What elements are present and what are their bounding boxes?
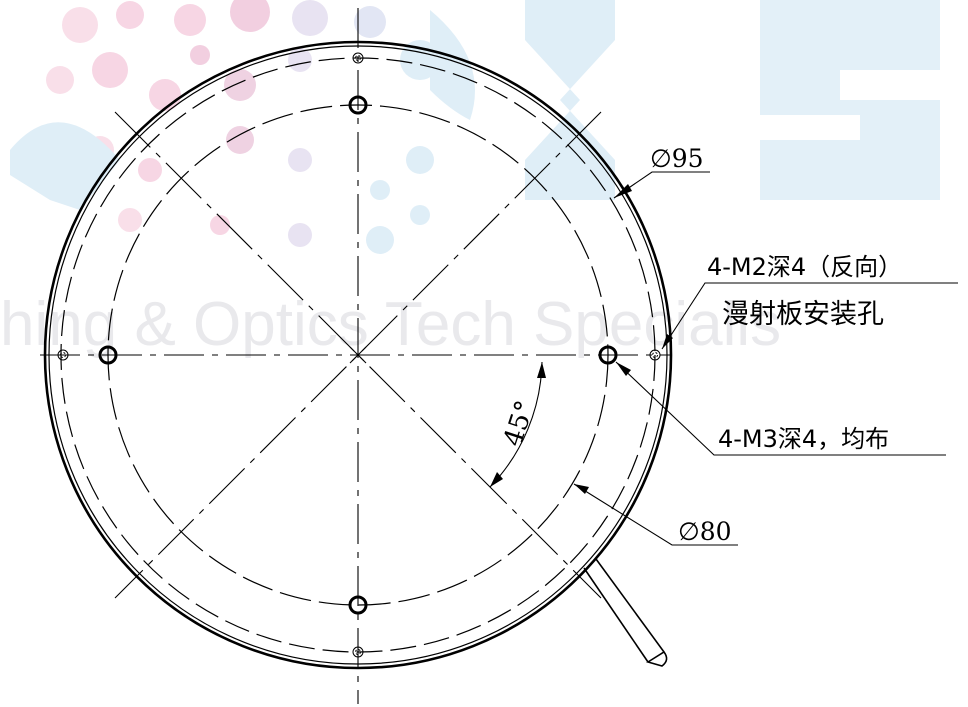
callout-m3-leader bbox=[615, 361, 946, 456]
watermark-letter-shape bbox=[525, 0, 940, 200]
dim-bolt-circle-diameter bbox=[573, 483, 738, 546]
m2-hole-right bbox=[649, 349, 661, 361]
m2-holes bbox=[57, 52, 661, 658]
m3-hole-left bbox=[98, 345, 118, 365]
callout-m2-line2: 漫射板安装孔 bbox=[722, 299, 884, 330]
m2-hole-bottom bbox=[352, 646, 364, 658]
callout-m3-line1: 4-M3深4，均布 bbox=[718, 425, 889, 453]
callout-m2-line1: 4-M2深4（反向） bbox=[707, 253, 902, 281]
m3-hole-right bbox=[598, 345, 618, 365]
dim-outer-diameter-label: ∅95 bbox=[650, 144, 704, 173]
watermark-text: hing & Optics Tech Specialis bbox=[0, 290, 781, 359]
m3-hole-bottom bbox=[348, 595, 368, 615]
centerlines bbox=[40, 8, 670, 704]
cable-stub bbox=[583, 558, 668, 667]
dim-bolt-circle-diameter-label: ∅80 bbox=[678, 517, 732, 546]
dim-angle-label: 45° bbox=[498, 397, 541, 450]
m3-hole-top bbox=[348, 95, 368, 115]
dim-outer-diameter bbox=[613, 171, 710, 199]
dimension-annotations bbox=[489, 171, 958, 546]
centerline-diagonal-2 bbox=[114, 111, 602, 599]
m3-holes bbox=[98, 95, 618, 615]
callout-m2-leader bbox=[661, 282, 958, 350]
dim-angle bbox=[489, 361, 546, 488]
watermark: hing & Optics Tech Specialis bbox=[0, 0, 940, 359]
centerline-diagonal-1 bbox=[114, 111, 602, 599]
m2-hole-top bbox=[352, 52, 364, 64]
watermark-dot-logo bbox=[10, 0, 475, 254]
m2-hole-left bbox=[57, 349, 69, 361]
